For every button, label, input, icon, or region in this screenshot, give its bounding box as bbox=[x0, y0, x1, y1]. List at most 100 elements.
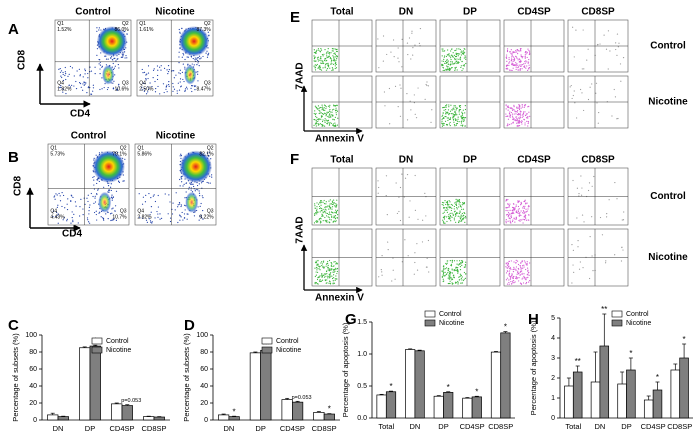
panel-letter: B bbox=[8, 149, 19, 166]
dot bbox=[381, 269, 382, 270]
dot bbox=[514, 268, 515, 269]
dot bbox=[163, 83, 164, 84]
dot bbox=[334, 52, 335, 53]
dot bbox=[329, 219, 330, 220]
dot bbox=[511, 64, 512, 65]
dot bbox=[82, 90, 83, 91]
dot bbox=[447, 260, 448, 261]
dot bbox=[335, 275, 336, 276]
dot bbox=[320, 51, 321, 52]
y-tick-label: 80 bbox=[200, 349, 208, 356]
dot bbox=[508, 119, 509, 120]
dot bbox=[325, 211, 326, 212]
dot bbox=[453, 52, 454, 53]
dot bbox=[514, 113, 515, 114]
dot bbox=[90, 94, 91, 95]
dot bbox=[520, 113, 521, 114]
dot bbox=[201, 203, 202, 204]
dot bbox=[523, 282, 524, 283]
dot bbox=[443, 274, 444, 275]
panel-letter: F bbox=[290, 151, 299, 168]
dot bbox=[319, 202, 320, 203]
dot bbox=[332, 201, 333, 202]
dot bbox=[519, 208, 520, 209]
dot bbox=[179, 179, 180, 180]
dot bbox=[525, 278, 526, 279]
dot bbox=[454, 208, 455, 209]
dot bbox=[609, 199, 610, 200]
dot bbox=[445, 209, 446, 210]
dot bbox=[511, 58, 512, 59]
dot bbox=[186, 87, 187, 88]
dot bbox=[202, 56, 203, 57]
dot bbox=[573, 272, 574, 273]
dot bbox=[509, 276, 510, 277]
dot bbox=[520, 48, 521, 49]
dot bbox=[111, 197, 112, 198]
dot bbox=[316, 220, 317, 221]
dot bbox=[507, 50, 508, 51]
dot bbox=[384, 105, 385, 106]
dot bbox=[333, 280, 334, 281]
dot bbox=[452, 272, 453, 273]
dot bbox=[315, 276, 316, 277]
dot bbox=[520, 54, 521, 55]
dot bbox=[317, 268, 318, 269]
dot bbox=[330, 276, 331, 277]
dot bbox=[173, 86, 174, 87]
dot bbox=[454, 218, 455, 219]
dot bbox=[447, 202, 448, 203]
dot bbox=[182, 79, 183, 80]
dot bbox=[329, 207, 330, 208]
dot bbox=[457, 69, 458, 70]
dot bbox=[154, 68, 155, 69]
dot bbox=[616, 118, 617, 119]
dot bbox=[513, 267, 514, 268]
dot bbox=[327, 112, 328, 113]
dot bbox=[337, 56, 338, 57]
dot bbox=[444, 70, 445, 71]
dot bbox=[321, 49, 322, 50]
dot bbox=[145, 78, 146, 79]
dot bbox=[458, 200, 459, 201]
dot bbox=[519, 221, 520, 222]
dot bbox=[507, 68, 508, 69]
x-tick-label: DP bbox=[438, 422, 448, 431]
dot bbox=[329, 268, 330, 269]
dot bbox=[335, 221, 336, 222]
dot bbox=[333, 261, 334, 262]
dot bbox=[324, 200, 325, 201]
dot bbox=[460, 59, 461, 60]
dot bbox=[321, 116, 322, 117]
dot bbox=[332, 48, 333, 49]
dot bbox=[447, 62, 448, 63]
dot bbox=[333, 274, 334, 275]
dot bbox=[165, 89, 166, 90]
dot bbox=[516, 262, 517, 263]
dot bbox=[206, 51, 207, 52]
dot bbox=[144, 72, 145, 73]
dot bbox=[66, 220, 67, 221]
y-tick-label: 3 bbox=[551, 355, 555, 362]
dot bbox=[516, 276, 517, 277]
y-tick-label: 4 bbox=[551, 335, 555, 342]
dot bbox=[509, 206, 510, 207]
bar bbox=[282, 400, 292, 420]
dot bbox=[518, 206, 519, 207]
dot bbox=[183, 81, 184, 82]
dot bbox=[337, 105, 338, 106]
dot bbox=[456, 212, 457, 213]
dot bbox=[328, 56, 329, 57]
dot bbox=[329, 123, 330, 124]
dot bbox=[324, 60, 325, 61]
dot bbox=[99, 73, 100, 74]
dot bbox=[519, 200, 520, 201]
dot bbox=[508, 221, 509, 222]
dot bbox=[118, 181, 119, 182]
dot bbox=[506, 207, 507, 208]
dot bbox=[526, 53, 527, 54]
dot bbox=[317, 221, 318, 222]
dot bbox=[591, 255, 592, 256]
dot bbox=[519, 120, 520, 121]
